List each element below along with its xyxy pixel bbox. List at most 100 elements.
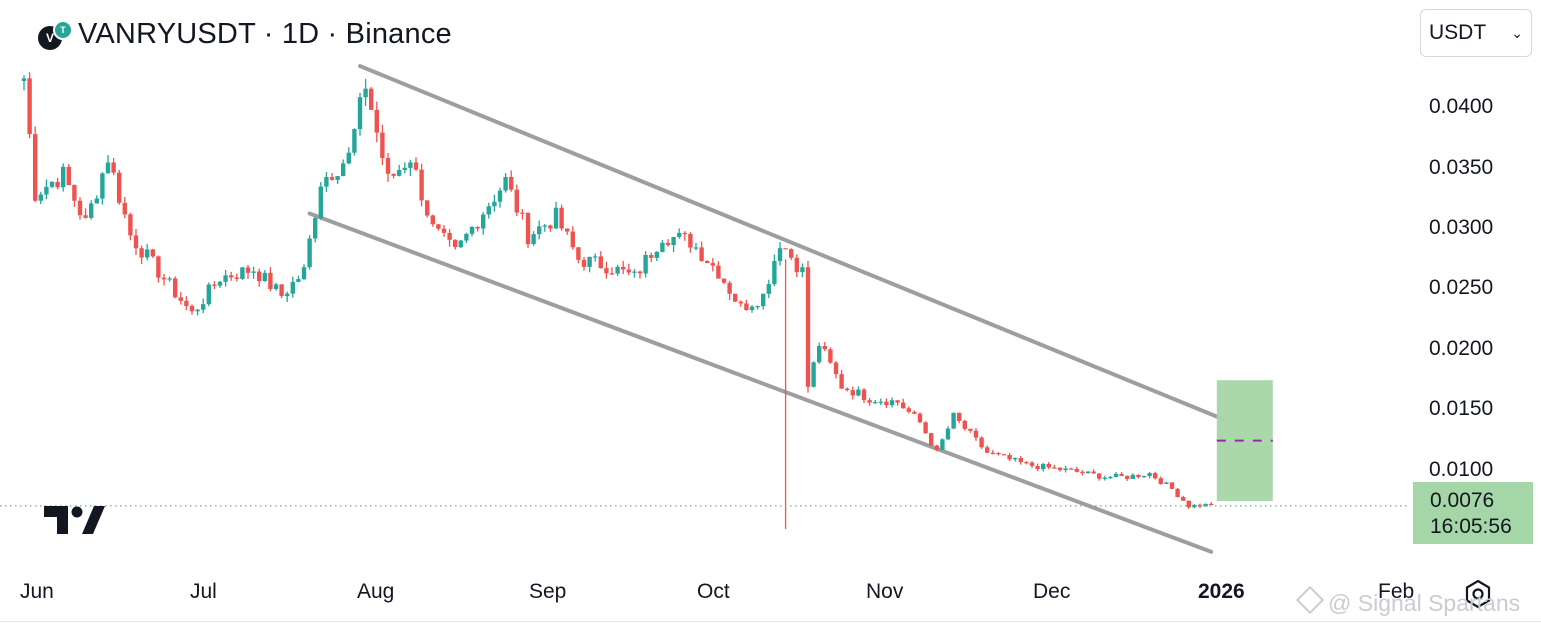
- candle-body: [341, 163, 346, 177]
- overlays: [0, 380, 1410, 507]
- time-tick: Nov: [866, 580, 904, 603]
- last-price-badge: 0.0076 16:05:56: [1413, 482, 1533, 544]
- candle-body: [811, 362, 816, 387]
- settings-gear-icon[interactable]: [1462, 578, 1494, 610]
- candle-body: [805, 267, 811, 387]
- candle-body: [145, 249, 150, 258]
- watermark-diamond-icon: [1295, 585, 1325, 615]
- candle-body: [593, 256, 598, 258]
- candle-body: [441, 228, 447, 233]
- candle-body: [789, 249, 794, 258]
- candle-body: [229, 275, 234, 278]
- candle-body: [122, 202, 127, 215]
- candle-body: [1108, 477, 1113, 479]
- candle-body: [682, 232, 687, 235]
- candle-body: [985, 447, 990, 453]
- target-zone: [1216, 380, 1273, 502]
- candle-body: [173, 278, 178, 298]
- candle-body: [1052, 467, 1057, 469]
- candle-body: [1141, 476, 1147, 478]
- candle-body: [576, 247, 581, 260]
- candle-body: [296, 279, 301, 282]
- candle-body: [637, 271, 643, 274]
- candle-body: [738, 301, 743, 304]
- candle-body: [251, 271, 256, 273]
- candle-body: [609, 273, 615, 275]
- candle-body: [520, 212, 525, 214]
- candle-body: [699, 247, 704, 262]
- candle-body: [324, 177, 329, 187]
- candle-body: [492, 201, 497, 207]
- candle-body: [1113, 473, 1119, 478]
- price-tick: 0.0400: [1429, 95, 1494, 118]
- candle-body: [873, 402, 878, 404]
- candle-body: [240, 267, 245, 279]
- candle-body: [867, 400, 872, 403]
- candle-body: [184, 300, 189, 306]
- candle-body: [990, 452, 995, 454]
- candle-body: [100, 173, 105, 199]
- candle-body: [430, 215, 435, 225]
- candle-body: [895, 400, 900, 403]
- candle-body: [307, 238, 312, 268]
- candle-body: [604, 268, 609, 274]
- price-chart[interactable]: [0, 0, 1410, 570]
- candle-body: [973, 430, 979, 438]
- currency-label: USDT: [1429, 21, 1487, 44]
- candle-body: [1024, 462, 1029, 464]
- candle-body: [117, 172, 122, 203]
- symbol-title[interactable]: VANRYUSDT · 1D · Binance: [78, 17, 452, 50]
- candle-body: [581, 259, 587, 267]
- candle-body: [223, 275, 228, 282]
- currency-select[interactable]: USDT ⌄: [1420, 9, 1532, 57]
- candle-body: [21, 78, 27, 81]
- vanry-logo-icon: V T: [36, 18, 73, 50]
- candle-body: [979, 437, 984, 448]
- candle-body: [1175, 488, 1180, 497]
- candle-body: [1046, 463, 1051, 468]
- candle-body: [402, 167, 407, 171]
- time-tick: Feb: [1378, 580, 1415, 603]
- candle-body: [957, 412, 962, 421]
- candle-body: [167, 278, 172, 280]
- candle-body: [464, 233, 469, 241]
- candle-body: [212, 284, 217, 286]
- tradingview-logo-icon[interactable]: [44, 506, 106, 536]
- candle-body: [385, 158, 391, 174]
- candle-body: [61, 166, 66, 188]
- candle-body: [1091, 471, 1096, 474]
- candle-body: [1158, 478, 1163, 484]
- candle-body: [917, 413, 923, 423]
- candle-body: [962, 420, 967, 429]
- candle-body: [1147, 473, 1152, 477]
- candle-body: [660, 242, 665, 252]
- candle-body: [1102, 477, 1107, 479]
- candle-body: [189, 305, 195, 312]
- candle-body: [419, 169, 424, 201]
- candle-body: [861, 389, 867, 401]
- chart-header: V T VANRYUSDT · 1D · Binance: [36, 14, 452, 54]
- candle-body: [912, 411, 917, 414]
- candle-body: [195, 309, 200, 312]
- candle-body: [206, 284, 211, 305]
- candle-body: [1063, 468, 1068, 471]
- candle-body: [1074, 469, 1079, 472]
- candle-body: [878, 401, 883, 403]
- candle-body: [161, 277, 167, 280]
- candle-body: [150, 249, 155, 257]
- candle-body: [44, 186, 49, 195]
- candle-body: [133, 235, 139, 249]
- candle-body: [721, 278, 727, 283]
- candle-body: [643, 255, 648, 274]
- candle-body: [626, 269, 631, 273]
- time-tick: Jul: [190, 580, 217, 603]
- candle-body: [1203, 503, 1208, 507]
- candle-body: [72, 185, 77, 201]
- price-tick: 0.0200: [1429, 337, 1494, 360]
- candle-body: [105, 162, 111, 174]
- candle-body: [1169, 482, 1175, 489]
- candle-body: [621, 266, 626, 270]
- candle-body: [1001, 454, 1007, 456]
- candle-body: [968, 428, 973, 431]
- candle-body: [469, 226, 475, 234]
